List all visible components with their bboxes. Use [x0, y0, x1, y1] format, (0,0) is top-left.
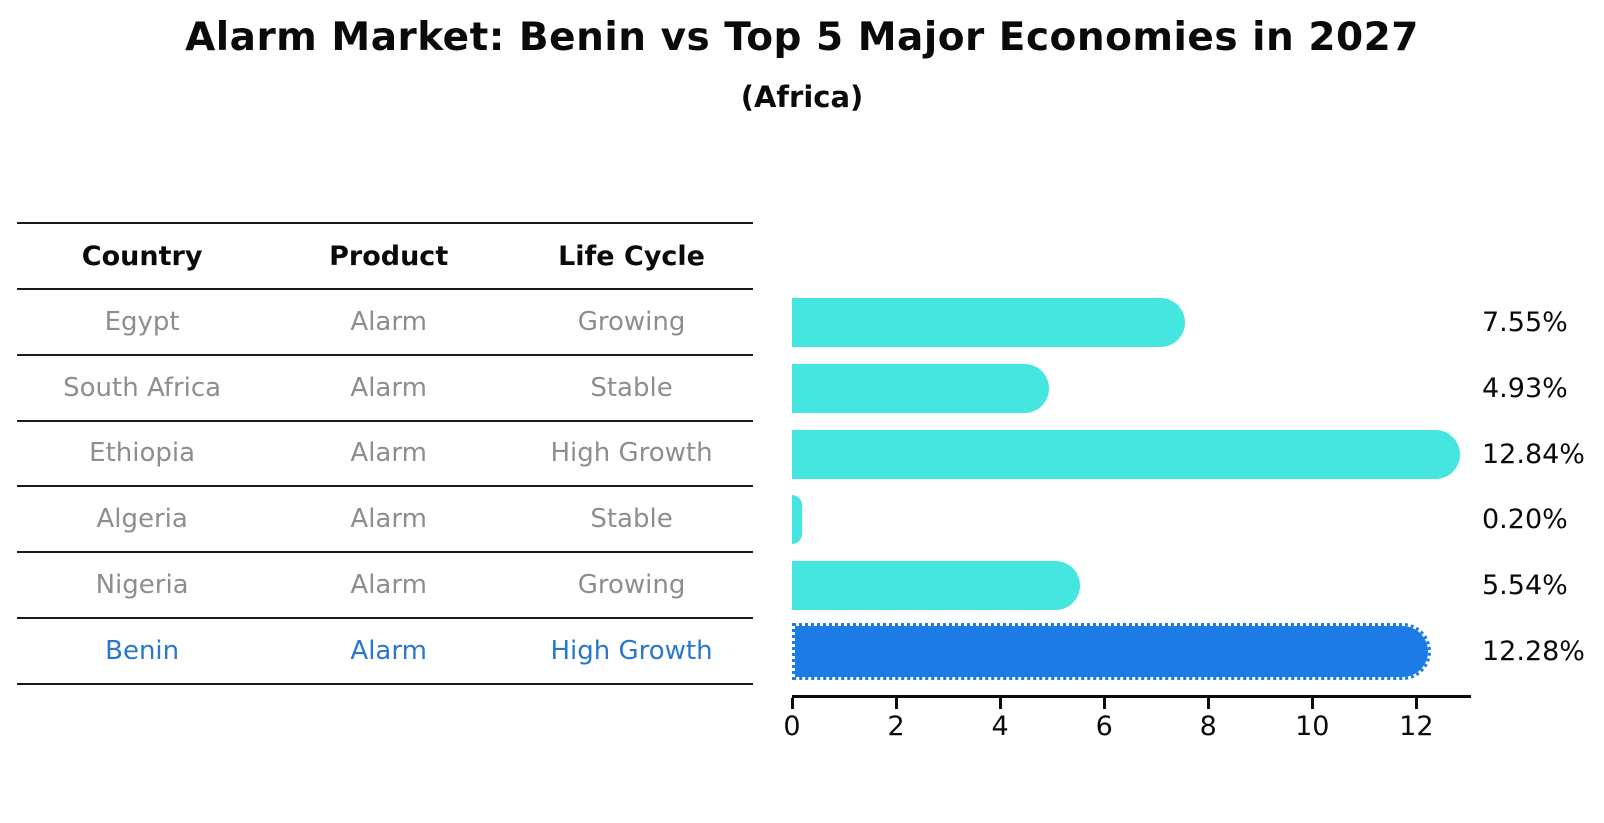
bar-algeria [792, 495, 803, 545]
x-tick-mark-4 [998, 698, 1002, 709]
column-header-country: Country [81, 240, 203, 272]
value-label-south-africa: 4.93% [1482, 372, 1568, 404]
table-row-nigeria: Nigeria Alarm Growing [17, 553, 753, 619]
country-table: Country Product Life Cycle Egypt Alarm Gro… [17, 222, 753, 685]
cell-country-benin: Benin [105, 635, 180, 666]
bar-south-africa [792, 363, 1049, 413]
cell-country-south-africa: South Africa [63, 372, 222, 403]
chart-title: Alarm Market: Benin vs Top 5 Major Econo… [185, 15, 1419, 60]
x-tick-label-8: 8 [1199, 711, 1217, 742]
x-tick-mark-12 [1414, 698, 1418, 709]
chart-subtitle: (Africa) [740, 80, 864, 114]
bar-chart-plot-area [792, 290, 1471, 685]
bar-row-egypt [792, 290, 1471, 356]
x-tick-label-12: 12 [1399, 711, 1434, 742]
bar-ethiopia [792, 429, 1461, 479]
bar-row-algeria [792, 487, 1471, 553]
table-row-ethiopia: Ethiopia Alarm High Growth [17, 422, 753, 488]
x-tick-label-4: 4 [991, 711, 1009, 742]
bar-nigeria [792, 561, 1081, 611]
bar-row-benin [792, 619, 1471, 685]
bar-row-ethiopia [792, 422, 1471, 488]
bar-row-south-africa [792, 356, 1471, 422]
value-label-nigeria: 5.54% [1482, 570, 1568, 602]
value-label-algeria: 0.20% [1482, 504, 1568, 536]
cell-life-cycle-egypt: Growing [577, 306, 686, 337]
x-tick-mark-8 [1206, 698, 1210, 709]
x-axis-line [792, 695, 1471, 698]
cell-country-egypt: Egypt [104, 306, 180, 337]
bar-egypt [792, 298, 1185, 347]
table-row-egypt: Egypt Alarm Growing [17, 290, 753, 356]
x-tick-label-2: 2 [887, 711, 905, 742]
x-tick-mark-10 [1310, 698, 1314, 709]
cell-product-algeria: Alarm [350, 504, 427, 535]
table-header-row: Country Product Life Cycle [17, 222, 753, 290]
value-label-benin: 12.28% [1482, 636, 1585, 668]
x-tick-label-0: 0 [783, 711, 801, 742]
cell-life-cycle-ethiopia: High Growth [550, 438, 713, 469]
table-row-south-africa: South Africa Alarm Stable [17, 356, 753, 422]
table-body: Egypt Alarm Growing South Africa Alarm Stable… [17, 290, 753, 685]
cell-country-algeria: Algeria [96, 504, 188, 535]
cell-product-south-africa: Alarm [350, 372, 427, 403]
cell-life-cycle-algeria: Stable [590, 504, 673, 535]
cell-product-egypt: Alarm [350, 306, 427, 337]
value-label-ethiopia: 12.84% [1482, 438, 1585, 470]
cell-product-nigeria: Alarm [350, 570, 427, 601]
cell-product-benin: Alarm [350, 635, 427, 666]
column-header-life-cycle: Life Cycle [558, 240, 705, 272]
cell-life-cycle-nigeria: Growing [577, 570, 686, 601]
cell-life-cycle-south-africa: Stable [590, 372, 673, 403]
value-label-egypt: 7.55% [1482, 307, 1568, 338]
x-tick-mark-2 [894, 698, 898, 709]
x-tick-label-6: 6 [1095, 711, 1113, 742]
bar-row-nigeria [792, 553, 1471, 619]
x-tick-mark-0 [790, 698, 794, 709]
cell-product-ethiopia: Alarm [350, 438, 427, 469]
table-row-algeria: Algeria Alarm Stable [17, 487, 753, 554]
bar-benin [792, 623, 1431, 681]
cell-life-cycle-benin: High Growth [550, 635, 713, 666]
cell-country-ethiopia: Ethiopia [89, 438, 196, 469]
column-header-product: Product [329, 240, 449, 272]
x-tick-label-10: 10 [1295, 711, 1330, 742]
cell-country-nigeria: Nigeria [95, 570, 189, 601]
x-tick-mark-6 [1102, 698, 1106, 709]
table-row-benin: Benin Alarm High Growth [17, 619, 753, 685]
